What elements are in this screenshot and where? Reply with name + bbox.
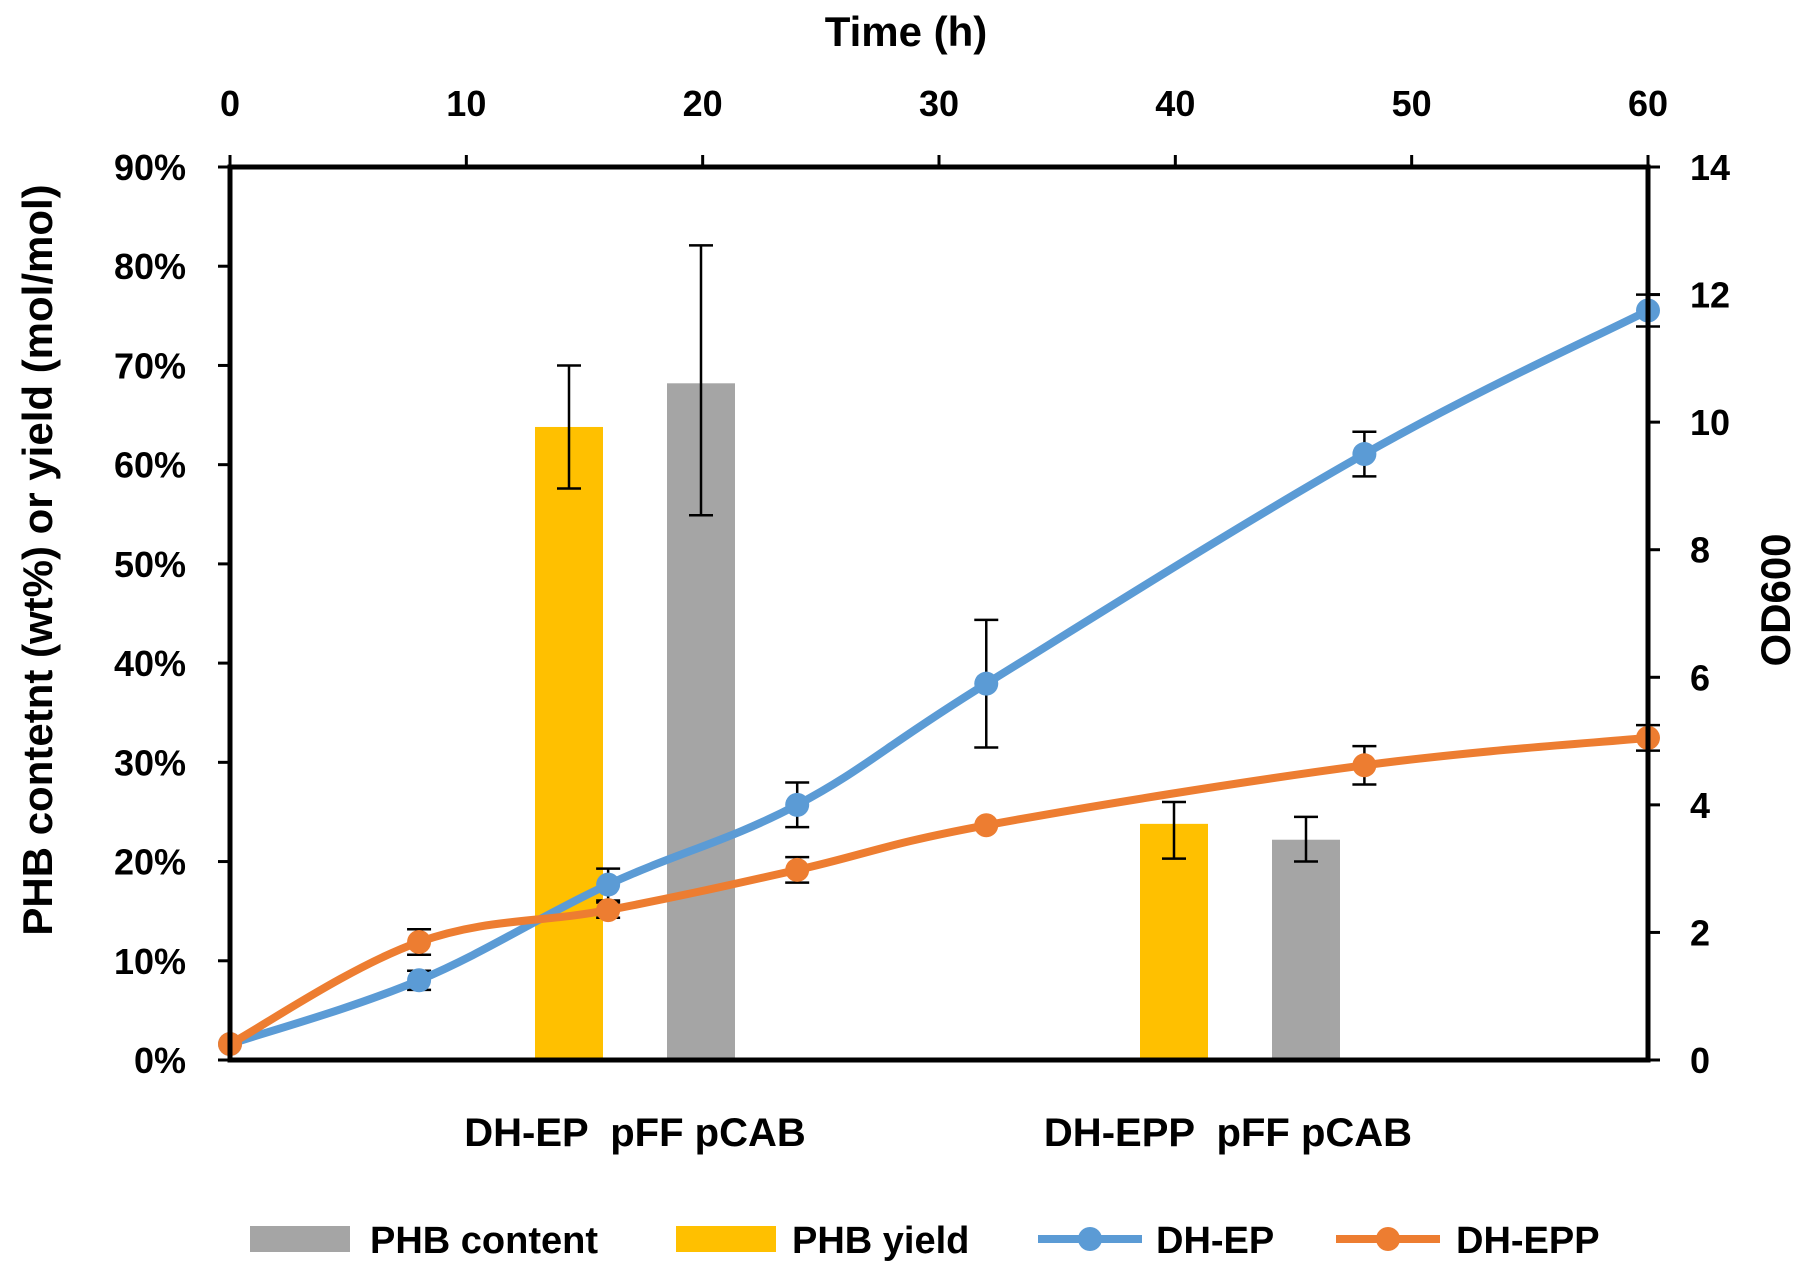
top-axis-tick-label: 50 [1392, 83, 1432, 124]
left-axis-tick-label: 60% [114, 445, 186, 486]
left-axis-tick-label: 90% [114, 147, 186, 188]
left-axis-tick-label: 20% [114, 842, 186, 883]
top-axis-tick-label: 60 [1628, 83, 1668, 124]
right-axis-tick-label: 0 [1690, 1040, 1710, 1081]
top-axis-tick-label: 20 [683, 83, 723, 124]
left-axis-tick-label: 70% [114, 345, 186, 386]
right-axis-tick-label: 4 [1690, 785, 1710, 826]
series-point-dh-epp [1352, 753, 1377, 778]
series-point-dh-ep [407, 968, 432, 993]
legend-label-phb-yield: PHB yield [792, 1220, 969, 1262]
right-axis-tick-label: 14 [1690, 147, 1730, 188]
legend-label-dh-epp: DH-EPP [1456, 1220, 1600, 1262]
left-axis-tick-label: 80% [114, 246, 186, 287]
series-point-dh-ep [596, 872, 621, 897]
legend: PHB content PHB yield DH-EP DH-EPP [250, 1220, 1600, 1262]
bar-phb-yield [535, 426, 603, 1060]
series-point-dh-epp [407, 929, 432, 954]
group-label-dh-epp: DH-EPP pFF pCAB [1044, 1111, 1412, 1155]
left-axis-tick-label: 30% [114, 742, 186, 783]
series-line-dh-epp [226, 733, 1652, 1049]
series-point-dh-epp [596, 898, 621, 923]
bar-phb-yield [1140, 823, 1208, 1060]
series-point-dh-epp [785, 857, 810, 882]
series-point-dh-ep [974, 671, 999, 696]
legend-swatch-phb-yield [676, 1226, 776, 1252]
right-axis-tick-label: 8 [1690, 530, 1710, 571]
series-point-dh-epp [974, 813, 999, 838]
left-axis-tick-label: 40% [114, 643, 186, 684]
top-axis-title: Time (h) [825, 8, 988, 55]
series-point-dh-ep [1352, 442, 1377, 467]
top-axis-tick-label: 40 [1155, 83, 1195, 124]
right-axis-tick-label: 6 [1690, 657, 1710, 698]
left-axis-tick-label: 0% [134, 1040, 186, 1081]
legend-marker-dh-ep [1078, 1227, 1102, 1251]
top-axis-tick-label: 0 [220, 83, 240, 124]
right-axis-title: OD600 [1752, 533, 1799, 666]
right-axis-tick-label: 12 [1690, 275, 1730, 316]
series-point-dh-ep [785, 792, 810, 817]
legend-label-dh-ep: DH-EP [1156, 1220, 1274, 1262]
left-axis-tick-label: 50% [114, 544, 186, 585]
legend-marker-dh-epp [1376, 1227, 1400, 1251]
top-axis-tick-label: 30 [919, 83, 959, 124]
legend-swatch-phb-content [250, 1226, 350, 1252]
right-axis-tick-label: 10 [1690, 402, 1730, 443]
group-label-dh-ep: DH-EP pFF pCAB [464, 1111, 805, 1155]
left-axis-title: PHB contetnt (wt%) or yield (mol/mol) [14, 184, 61, 935]
right-axis-tick-label: 2 [1690, 912, 1710, 953]
left-axis-tick-label: 10% [114, 941, 186, 982]
top-axis-tick-label: 10 [446, 83, 486, 124]
bar-phb-content [1272, 839, 1340, 1060]
legend-label-phb-content: PHB content [370, 1220, 598, 1262]
plot-area-frame [227, 164, 1651, 1063]
